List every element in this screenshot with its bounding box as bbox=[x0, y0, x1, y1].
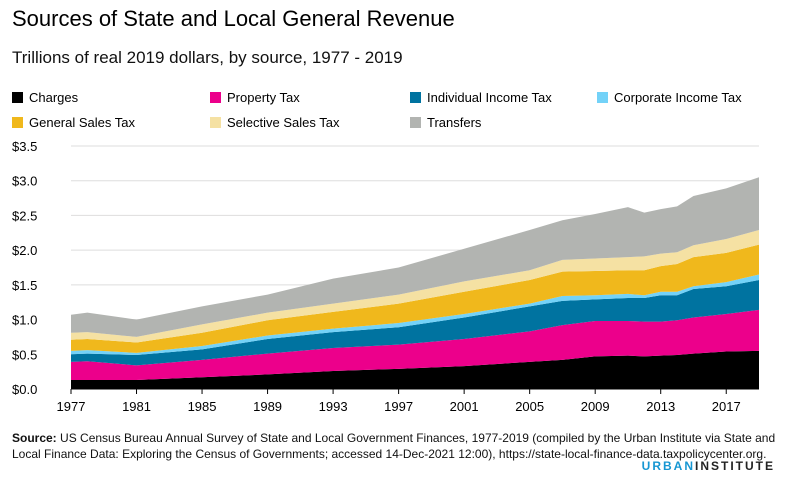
legend-swatch bbox=[210, 92, 221, 103]
x-tick-label: 2013 bbox=[646, 399, 675, 414]
area-transfers bbox=[71, 177, 759, 337]
area-property-tax bbox=[71, 309, 759, 380]
y-tick-label: $1.0 bbox=[12, 313, 37, 328]
x-tick-label: 2005 bbox=[515, 399, 544, 414]
y-tick-label: $2.0 bbox=[12, 243, 37, 258]
logo-part2: INSTITUTE bbox=[695, 459, 775, 473]
legend-label: Individual Income Tax bbox=[427, 90, 552, 105]
x-tick-label: 1989 bbox=[253, 399, 282, 414]
legend-label: Corporate Income Tax bbox=[614, 90, 742, 105]
x-tick-label: 2017 bbox=[712, 399, 741, 414]
chart-subtitle: Trillions of real 2019 dollars, by sourc… bbox=[12, 48, 403, 67]
y-tick-label: $2.5 bbox=[12, 208, 37, 223]
source-note: Source: US Census Bureau Annual Survey o… bbox=[12, 430, 782, 462]
legend-swatch bbox=[410, 92, 421, 103]
y-tick-label: $3.0 bbox=[12, 174, 37, 189]
legend-item: Charges bbox=[12, 90, 78, 105]
legend-item: Corporate Income Tax bbox=[597, 90, 742, 105]
stacked-area-chart: $0.0 $0.5 $1.0 $1.5 $2.0 $2.5 $3.0 $3.5 1977 1981… bbox=[12, 139, 759, 414]
y-tick-label: $0.0 bbox=[12, 382, 37, 397]
legend-swatch bbox=[210, 117, 221, 128]
legend-item: General Sales Tax bbox=[12, 115, 135, 130]
y-tick-label: $1.5 bbox=[12, 278, 37, 293]
urban-institute-logo: URBANINSTITUTE bbox=[642, 459, 775, 473]
source-text: US Census Bureau Annual Survey of State … bbox=[12, 431, 776, 461]
legend-swatch bbox=[597, 92, 608, 103]
x-tick-label: 1977 bbox=[57, 399, 86, 414]
area-individual-income-tax bbox=[71, 279, 759, 366]
area-general-sales-tax bbox=[71, 244, 759, 353]
legend-item: Selective Sales Tax bbox=[210, 115, 340, 130]
legend-swatch bbox=[12, 117, 23, 128]
legend-item: Property Tax bbox=[210, 90, 300, 105]
legend-label: General Sales Tax bbox=[29, 115, 135, 130]
legend-label: Property Tax bbox=[227, 90, 300, 105]
source-label: Source: bbox=[12, 431, 57, 445]
x-tick-label: 2001 bbox=[450, 399, 479, 414]
x-tick-label: 2009 bbox=[581, 399, 610, 414]
x-tick-label: 1981 bbox=[122, 399, 151, 414]
x-tick-label: 1997 bbox=[384, 399, 413, 414]
logo-part1: URBAN bbox=[641, 459, 695, 473]
legend-swatch bbox=[12, 92, 23, 103]
y-tick-label: $3.5 bbox=[12, 139, 37, 154]
legend-item: Transfers bbox=[410, 115, 481, 130]
legend-label: Selective Sales Tax bbox=[227, 115, 340, 130]
legend-swatch bbox=[410, 117, 421, 128]
area-charges bbox=[71, 350, 759, 389]
x-tick-label: 1993 bbox=[319, 399, 348, 414]
chart-title: Sources of State and Local General Reven… bbox=[12, 6, 455, 31]
legend-label: Charges bbox=[29, 90, 79, 105]
legend-item: Individual Income Tax bbox=[410, 90, 552, 105]
y-tick-label: $0.5 bbox=[12, 347, 37, 362]
x-tick-label: 1985 bbox=[188, 399, 217, 414]
legend-label: Transfers bbox=[427, 115, 482, 130]
